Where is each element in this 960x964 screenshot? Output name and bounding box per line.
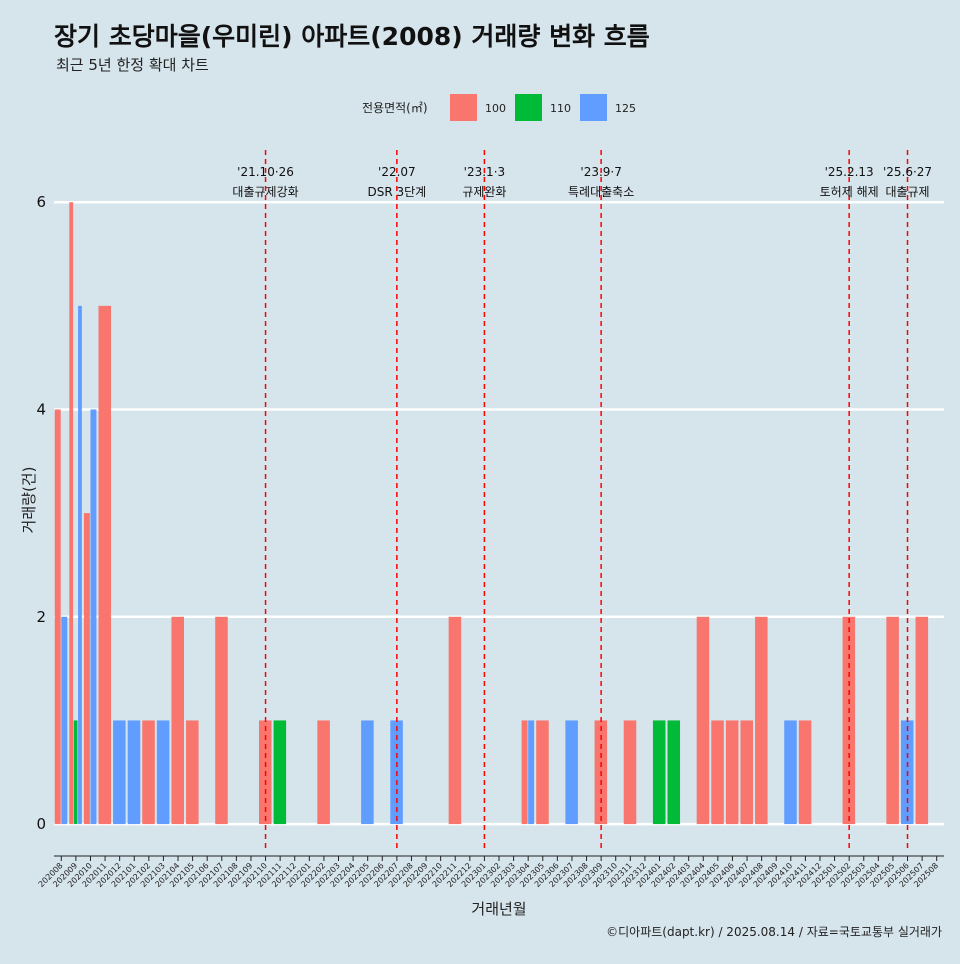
event-date-0: '21.10·26 (237, 165, 294, 179)
y-axis-ticks: 0 2 4 6 (36, 193, 46, 833)
bar-202405-100 (711, 720, 724, 825)
bar-202103-125 (156, 720, 170, 825)
legend-label-110: 110 (550, 102, 571, 115)
chart-subtitle: 최근 5년 한정 확대 차트 (56, 56, 209, 74)
event-lines: '21.10·26 대출규제강화 '22.07 DSR 3단계 '23.1·3 규제완화 '… (232, 150, 932, 850)
event-date-2: '23.1·3 (464, 165, 505, 179)
bar-202009-125 (78, 305, 82, 825)
bar-202505-100 (886, 616, 899, 825)
chart-title: 장기 초당마을(우미린) 아파트(2008) 거래량 변화 흐름 (54, 22, 650, 51)
event-date-3: '23.9·7 (580, 165, 621, 179)
x-axis: 2020082020092020102020112020122021012021… (37, 855, 944, 889)
legend-title: 전용면적(㎡) (362, 101, 428, 115)
bar-202008-100 (54, 409, 61, 825)
bars (54, 202, 929, 825)
bar-202102-100 (142, 720, 155, 825)
x-axis-title: 거래년월 (471, 900, 526, 918)
bar-202010-100 (83, 513, 90, 825)
bar-202401-110 (652, 720, 666, 825)
bar-202104-100 (171, 616, 184, 825)
bar-202304-100 (521, 720, 528, 825)
event-text-0: 대출규제강화 (232, 185, 298, 199)
bar-202009-100 (69, 202, 74, 825)
bar-202205-125 (361, 720, 374, 825)
event-text-1: DSR 3단계 (368, 185, 427, 199)
event-text-2: 규제완화 (462, 185, 506, 199)
bar-202411-100 (798, 720, 812, 825)
bar-202304-125 (528, 720, 535, 825)
y-axis-title: 거래량(건) (20, 467, 38, 534)
event-date-4: '25.2.13 (825, 165, 874, 179)
y-tick-label-0: 0 (36, 815, 46, 833)
bar-202305-100 (536, 720, 549, 825)
bar-202406-100 (725, 720, 739, 825)
bar-202111-110 (273, 720, 287, 825)
bar-202410-125 (784, 720, 797, 825)
legend-swatch-100 (450, 94, 477, 121)
event-date-5: '25.6·27 (883, 165, 932, 179)
legend-swatch-125 (580, 94, 607, 121)
event-text-3: 특례대출축소 (568, 185, 634, 199)
legend-label-125: 125 (615, 102, 636, 115)
y-tick-label-2: 2 (36, 608, 46, 626)
bar-202107-100 (215, 616, 228, 825)
bar-202402-110 (667, 720, 681, 825)
legend-swatch-110 (515, 94, 542, 121)
legend-label-100: 100 (485, 102, 506, 115)
y-tick-label-6: 6 (36, 193, 46, 211)
bar-202307-125 (565, 720, 578, 825)
bar-202507-100 (915, 616, 929, 825)
y-tick-label-4: 4 (36, 400, 46, 418)
caption: ©디아파트(dapt.kr) / 2025.08.14 / 자료=국토교통부 실… (606, 925, 942, 939)
event-text-5: 대출규제 (885, 185, 929, 199)
bar-202012-125 (113, 720, 126, 825)
event-text-4: 토허제 해제 (820, 185, 879, 199)
bar-202105-100 (186, 720, 199, 825)
bar-202011-100 (98, 305, 112, 825)
bar-202408-100 (755, 616, 768, 825)
bar-202404-100 (696, 616, 710, 825)
bar-202009-110 (73, 720, 78, 825)
bar-202311-100 (623, 720, 637, 825)
legend: 전용면적(㎡) 100 110 125 (362, 94, 636, 121)
event-date-1: '22.07 (378, 165, 416, 179)
bar-202407-100 (740, 720, 753, 825)
bar-202010-125 (90, 409, 97, 825)
bar-202202-100 (317, 720, 330, 825)
bar-202211-100 (448, 616, 462, 825)
bar-202101-125 (127, 720, 141, 825)
bar-202008-125 (61, 616, 68, 825)
